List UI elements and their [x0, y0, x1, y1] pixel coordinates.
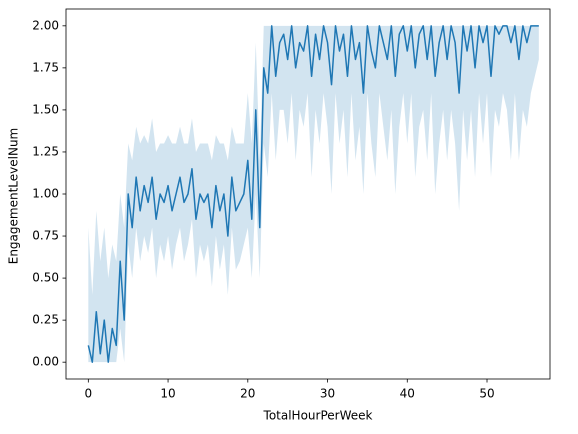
- x-tick-label: 30: [320, 387, 335, 401]
- x-axis-label: TotalHourPerWeek: [263, 409, 373, 423]
- x-tick-label: 40: [400, 387, 415, 401]
- line: [87, 25, 539, 363]
- y-axis-label: EngagementLevelNum: [7, 128, 21, 265]
- x-tick-label: 0: [85, 387, 93, 401]
- y-tick-label: 0.00: [32, 355, 59, 369]
- y-tick-label: 1.00: [32, 187, 59, 201]
- y-tick-label: 0.75: [32, 229, 59, 243]
- y-tick-label: 1.75: [32, 60, 59, 74]
- confidence-band: [88, 25, 539, 363]
- x-tick-label: 10: [160, 387, 175, 401]
- y-tick-label: 1.25: [32, 144, 59, 158]
- x-tick-label: 50: [479, 387, 494, 401]
- y-tick-label: 1.50: [32, 102, 59, 116]
- y-tick-label: 0.50: [32, 271, 59, 285]
- y-tick-label: 2.00: [32, 18, 59, 32]
- y-tick-label: 0.25: [32, 313, 59, 327]
- x-tick-label: 20: [240, 387, 255, 401]
